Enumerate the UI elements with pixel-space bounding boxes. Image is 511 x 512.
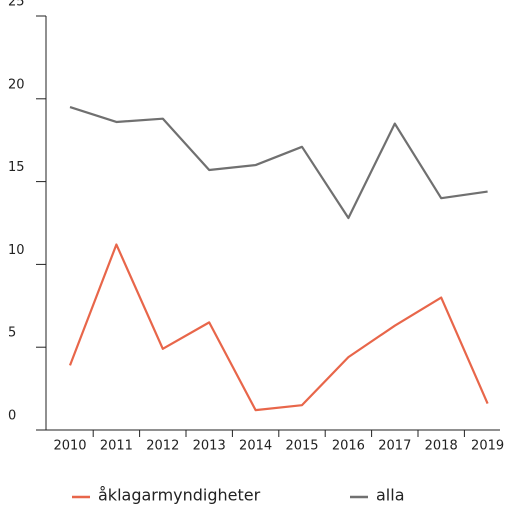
x-tick-label: 2010 (53, 439, 86, 454)
x-tick-label: 2018 (425, 439, 458, 454)
y-tick-label: 0 (8, 409, 16, 424)
y-tick-label: 5 (8, 326, 16, 341)
legend-label: åklagarmyndigheter (98, 486, 261, 505)
line-series (69, 106, 488, 220)
x-tick-label: 2017 (378, 439, 411, 454)
x-tick-label: 2015 (285, 439, 318, 454)
x-tick-label: 2016 (332, 439, 365, 454)
y-tick-label: 20 (8, 77, 25, 92)
y-tick-label: 15 (8, 160, 25, 175)
x-tick-label: 2012 (146, 439, 179, 454)
x-tick-label: 2011 (100, 439, 133, 454)
legend-label: alla (376, 486, 405, 505)
y-tick-label: 10 (8, 243, 25, 258)
y-tick-label: 25 (8, 0, 25, 10)
line-series (68, 243, 489, 412)
x-tick-label: 2013 (193, 439, 226, 454)
x-tick-label: 2019 (471, 439, 504, 454)
x-tick-label: 2014 (239, 439, 272, 454)
